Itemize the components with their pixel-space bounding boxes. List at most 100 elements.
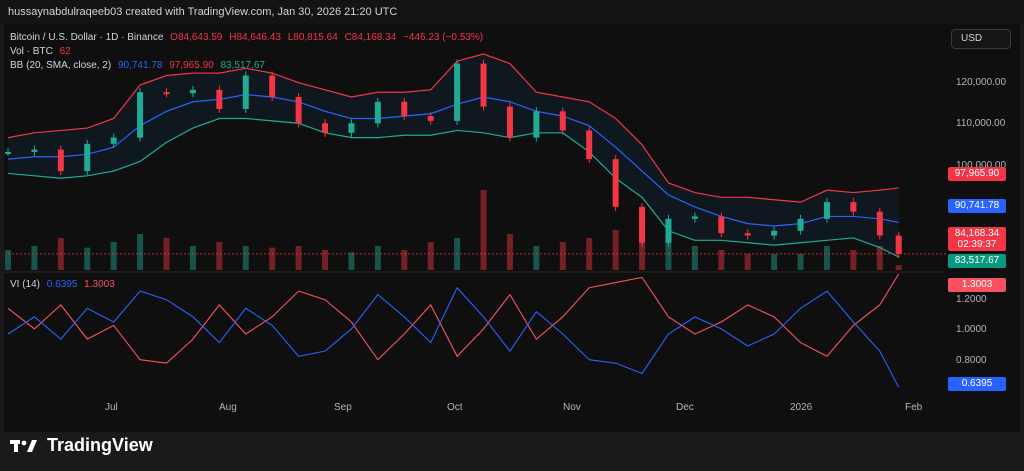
price-candle: [189, 89, 196, 94]
vi-legend[interactable]: VI (14) 0.6395 1.3003: [10, 279, 119, 290]
volume-bar: [5, 250, 11, 270]
volume-bar: [242, 246, 249, 270]
volume-bar: [216, 242, 223, 270]
volume-bar: [771, 254, 778, 270]
volume-bar: [559, 242, 566, 270]
x-tick-feb: Feb: [905, 402, 923, 413]
ohlc-open: O84,643.59: [170, 32, 223, 43]
price-candle: [110, 137, 117, 144]
price-candle: [269, 75, 276, 97]
currency-button[interactable]: USD: [951, 29, 1011, 49]
price-candle: [895, 235, 902, 254]
volume-bar: [427, 242, 434, 270]
volume-bar: [480, 190, 487, 270]
vi-tick-0-8: 0.8000: [956, 355, 987, 366]
x-tick-jul: Jul: [105, 402, 118, 413]
volume-bar: [895, 265, 902, 270]
price-candle: [797, 218, 804, 231]
volume-bar: [691, 246, 698, 270]
price-candle: [454, 63, 461, 121]
last-price-tag: 84,168.34 02:39:37: [948, 227, 1006, 251]
chart-credit: hussaynabdulraqeeb03 created with Tradin…: [0, 0, 1024, 24]
volume-bar: [322, 250, 329, 270]
volume-bar: [374, 246, 381, 270]
bb-upper-value: 97,965.90: [169, 60, 214, 71]
price-candle: [850, 202, 857, 212]
volume-bar: [31, 246, 38, 270]
volume-bar: [84, 247, 91, 270]
vi-plus-value: 0.6395: [46, 279, 78, 290]
ohlc-change: −446.23 (−0.53%): [403, 32, 484, 43]
vi-minus-value: 1.3003: [84, 279, 115, 290]
bar-countdown: 02:39:37: [957, 239, 997, 250]
symbol-name[interactable]: Bitcoin / U.S. Dollar · 1D · Binance: [10, 32, 164, 43]
price-candle: [586, 130, 593, 160]
price-candle: [612, 159, 619, 207]
vi-plus-line: [7, 286, 900, 388]
vi-plus-tag: 0.6395: [948, 377, 1006, 391]
x-tick-dec: Dec: [676, 402, 694, 413]
tradingview-logo[interactable]: TradingView: [10, 435, 153, 455]
price-candle: [295, 97, 302, 124]
price-candle: [559, 111, 566, 131]
volume-bar: [744, 254, 751, 270]
brand-name: TradingView: [47, 435, 153, 455]
ohlc-low: L80,815.64: [287, 32, 338, 43]
vi-tick-1-0: 1.0000: [956, 324, 987, 335]
price-candle: [691, 216, 698, 219]
price-candle: [31, 149, 38, 152]
volume-bar: [401, 250, 408, 270]
bb-legend[interactable]: BB (20, SMA, close, 2) 90,741.78 97,965.…: [10, 60, 269, 71]
volume-bar: [876, 246, 883, 270]
price-candle: [348, 123, 355, 133]
price-candle: [322, 123, 329, 133]
volume-bar: [850, 250, 857, 270]
price-tick-110000: 110,000.00: [956, 118, 1006, 129]
chart-canvas[interactable]: [4, 24, 1020, 432]
volume-bar: [823, 246, 830, 270]
price-candle: [876, 211, 883, 236]
price-candle: [5, 151, 11, 154]
ohlc-close: C84,168.34: [344, 32, 397, 43]
chart-area[interactable]: [4, 24, 1020, 432]
price-candle: [639, 206, 646, 243]
symbol-legend: Bitcoin / U.S. Dollar · 1D · Binance O84…: [10, 32, 487, 43]
price-candle: [163, 92, 170, 95]
price-candle: [771, 230, 778, 236]
price-candle: [84, 143, 91, 172]
volume-bar: [348, 252, 355, 270]
price-candle: [427, 116, 434, 121]
volume-legend[interactable]: Vol · BTC 62: [10, 46, 75, 57]
price-tick-120000: 120,000.00: [956, 77, 1007, 88]
price-tick-100000: 100,000.00: [956, 160, 1007, 171]
volume-value: 62: [59, 46, 71, 57]
vi-minus-line: [7, 273, 900, 364]
volume-bar: [797, 254, 804, 270]
volume-bar: [189, 246, 196, 270]
volume-bar: [295, 246, 302, 270]
volume-bar: [612, 230, 619, 270]
bb-label: BB (20, SMA, close, 2): [10, 60, 112, 71]
volume-label: Vol · BTC: [10, 46, 53, 57]
volume-bar: [163, 238, 170, 270]
price-candle: [823, 202, 830, 219]
vi-minus-tag: 1.3003: [948, 278, 1006, 292]
price-candle: [57, 149, 64, 172]
ohlc-high: H84,646.43: [229, 32, 281, 43]
price-candle: [242, 75, 249, 109]
price-candle: [401, 101, 408, 117]
x-tick-aug: Aug: [219, 402, 237, 413]
price-candle: [216, 89, 223, 109]
price-candle: [137, 92, 144, 138]
bb-basis-value: 90,741.78: [117, 60, 163, 71]
price-candle: [480, 63, 487, 107]
price-candle: [744, 233, 751, 236]
volume-bar: [533, 246, 540, 270]
x-tick-sep: Sep: [334, 402, 352, 413]
volume-bar: [718, 250, 725, 270]
price-candle: [374, 101, 381, 124]
price-candle: [506, 106, 513, 138]
bb-lower-line: [7, 117, 899, 258]
volume-bar: [110, 242, 117, 270]
vi-tick-1-2: 1.2000: [956, 294, 987, 305]
